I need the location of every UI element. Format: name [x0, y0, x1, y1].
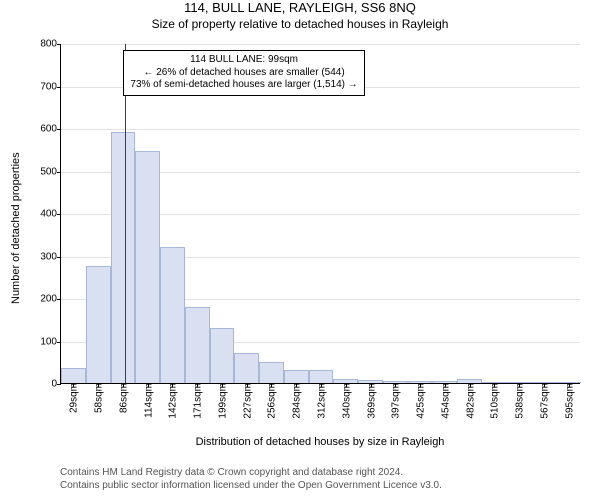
xtick-label: 538sqm: [513, 383, 526, 419]
ytick-label: 800: [40, 39, 61, 50]
histogram-bar: [160, 247, 185, 383]
xtick-label: 86sqm: [116, 383, 129, 413]
histogram-bar: [111, 132, 136, 383]
xtick-label: 58sqm: [92, 383, 105, 413]
xtick-label: 312sqm: [315, 383, 328, 419]
xtick-label: 454sqm: [438, 383, 451, 419]
histogram-bar: [259, 362, 284, 383]
ytick-label: 400: [40, 209, 61, 220]
histogram-bar: [234, 353, 259, 383]
annotation-line: ← 26% of detached houses are smaller (54…: [130, 67, 357, 80]
gridline-h: [61, 44, 580, 45]
xtick-label: 171sqm: [191, 383, 204, 419]
ytick-label: 300: [40, 251, 61, 262]
ytick-label: 100: [40, 336, 61, 347]
xtick-label: 567sqm: [537, 383, 550, 419]
histogram-bar: [309, 370, 334, 383]
annotation-line: 73% of semi-detached houses are larger (…: [130, 79, 357, 92]
histogram-plot: 010020030040050060070080029sqm58sqm86sqm…: [60, 44, 580, 384]
histogram-bar: [210, 328, 235, 383]
xtick-label: 595sqm: [562, 383, 575, 419]
y-axis-label: Number of detached properties: [10, 152, 22, 304]
histogram-bar: [61, 368, 86, 383]
histogram-bar: [284, 370, 309, 383]
xtick-label: 369sqm: [364, 383, 377, 419]
xtick-label: 482sqm: [463, 383, 476, 419]
xtick-label: 397sqm: [389, 383, 402, 419]
ytick-label: 600: [40, 124, 61, 135]
footer-line-2: Contains public sector information licen…: [60, 479, 442, 492]
xtick-label: 340sqm: [339, 383, 352, 419]
xtick-label: 256sqm: [265, 383, 278, 419]
xtick-label: 227sqm: [240, 383, 253, 419]
xtick-label: 284sqm: [290, 383, 303, 419]
gridline-h: [61, 129, 580, 130]
ytick-label: 200: [40, 294, 61, 305]
histogram-bar: [185, 307, 210, 384]
xtick-label: 510sqm: [488, 383, 501, 419]
page-title: 114, BULL LANE, RAYLEIGH, SS6 8NQ: [0, 0, 600, 15]
xtick-label: 425sqm: [414, 383, 427, 419]
x-axis-label: Distribution of detached houses by size …: [196, 436, 445, 448]
annotation-box: 114 BULL LANE: 99sqm← 26% of detached ho…: [123, 50, 364, 96]
ytick-label: 0: [51, 379, 61, 390]
xtick-label: 199sqm: [215, 383, 228, 419]
xtick-label: 29sqm: [67, 383, 80, 413]
xtick-label: 142sqm: [166, 383, 179, 419]
chart-subtitle: Size of property relative to detached ho…: [0, 17, 600, 31]
histogram-bar: [86, 266, 111, 383]
histogram-bar: [135, 151, 160, 383]
xtick-label: 114sqm: [141, 383, 154, 418]
footer-attribution: Contains HM Land Registry data © Crown c…: [60, 466, 442, 492]
ytick-label: 700: [40, 81, 61, 92]
annotation-line: 114 BULL LANE: 99sqm: [130, 54, 357, 67]
footer-line-1: Contains HM Land Registry data © Crown c…: [60, 466, 442, 479]
ytick-label: 500: [40, 166, 61, 177]
